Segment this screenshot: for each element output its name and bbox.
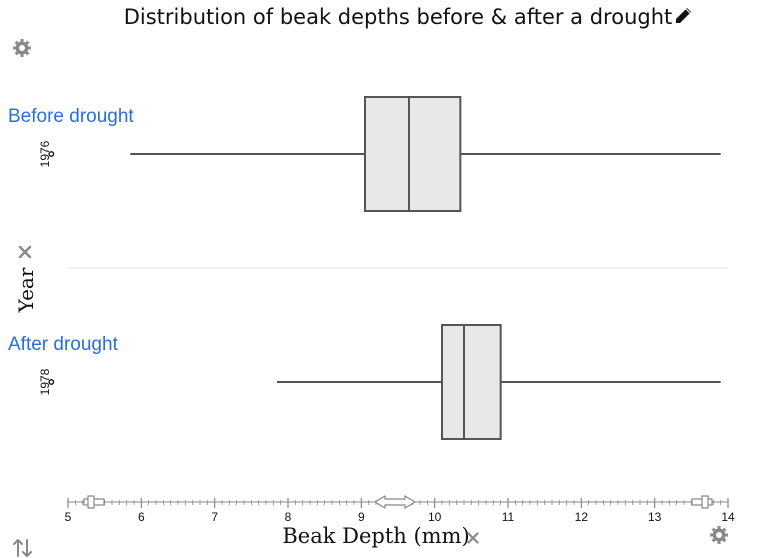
box-iqr[interactable]: [441, 324, 502, 440]
pencil-icon[interactable]: [676, 8, 691, 23]
boxplot-series: After drought 1978: [8, 324, 721, 440]
chart-title: Distribution of beak depths before & aft…: [124, 5, 673, 29]
gear-icon[interactable]: [13, 39, 31, 57]
x-tick-label: 13: [648, 510, 662, 524]
x-tick-label: 7: [211, 510, 218, 524]
y-tick-label: 1978: [38, 368, 52, 395]
x-tick-label: 12: [575, 510, 589, 524]
range-min-handle[interactable]: [83, 495, 105, 509]
range-max-handle[interactable]: [691, 495, 713, 509]
swap-axes-icon[interactable]: [13, 539, 32, 557]
box-iqr[interactable]: [364, 96, 462, 212]
outlier-point[interactable]: [48, 379, 55, 385]
y-axis-label: Year: [14, 267, 38, 313]
close-icon[interactable]: [18, 245, 32, 259]
y-tick-label: 1976: [38, 140, 52, 167]
x-axis: 5 6 7 8 9 10 11 12 13 14: [65, 494, 735, 524]
outlier-point[interactable]: [48, 151, 55, 157]
series-label[interactable]: After drought: [8, 334, 119, 355]
x-axis-label: Beak Depth (mm): [282, 524, 469, 548]
boxplot-series: Before drought 1976: [8, 96, 721, 212]
series-label[interactable]: Before drought: [8, 106, 134, 127]
pan-handle[interactable]: [373, 494, 417, 510]
x-tick-label: 5: [65, 510, 72, 524]
x-tick-label: 11: [502, 510, 515, 524]
x-tick-label: 8: [285, 510, 292, 524]
close-icon[interactable]: [467, 532, 479, 544]
x-tick-label: 9: [358, 510, 365, 524]
gear-icon[interactable]: [710, 526, 728, 544]
x-tick-label: 6: [138, 510, 145, 524]
x-tick-label: 10: [428, 510, 442, 524]
x-tick-label: 14: [721, 510, 735, 524]
